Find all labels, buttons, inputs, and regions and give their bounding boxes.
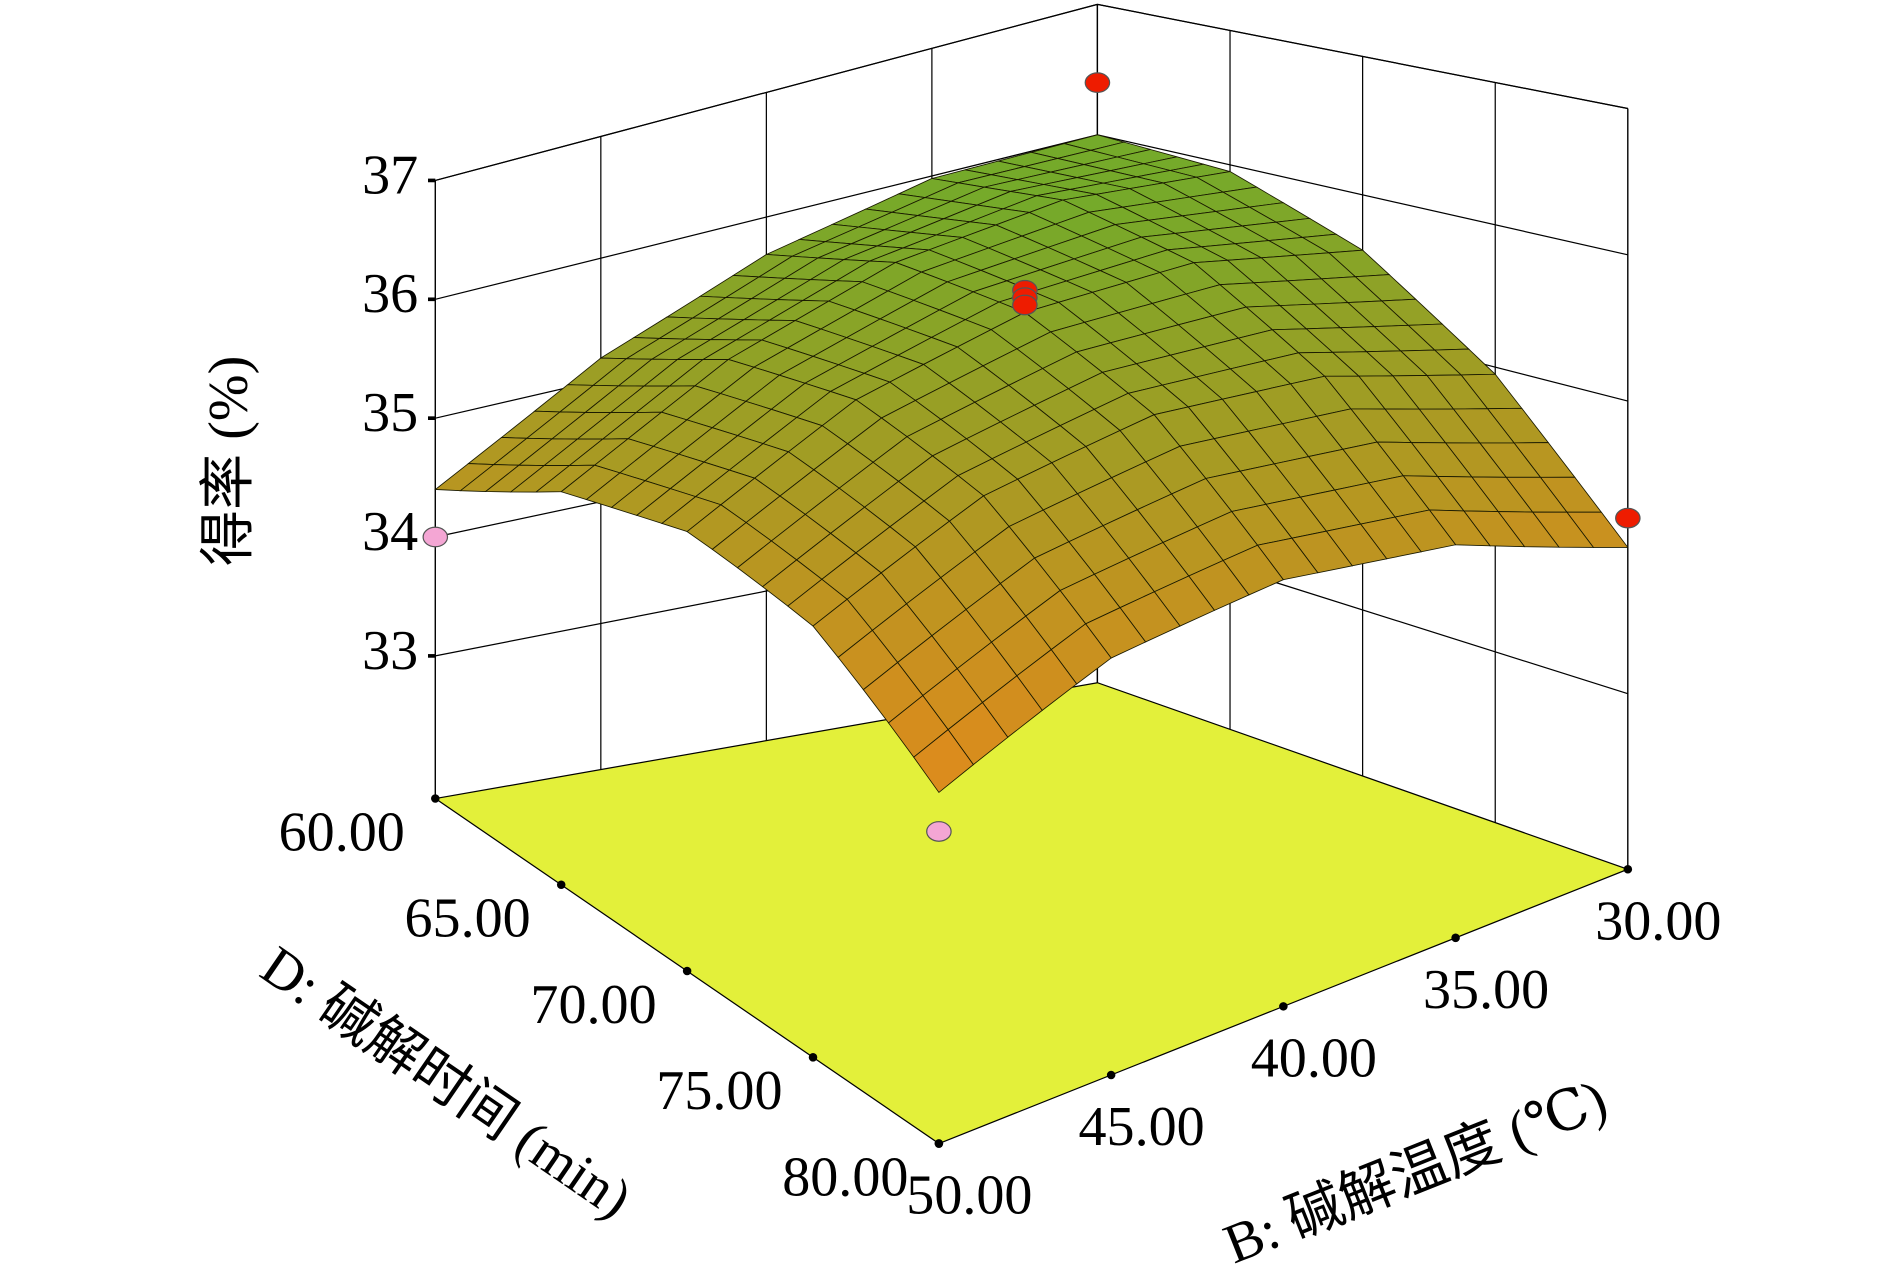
y-tick-label: 50.00 (906, 1165, 1032, 1227)
z-tick-label: 36 (362, 263, 418, 325)
design-point (1084, 72, 1111, 94)
z-tick-label: 34 (362, 501, 418, 563)
x-tick-label: 75.00 (656, 1060, 782, 1122)
y-tick (1451, 933, 1460, 943)
z-axis-title: 得率 (%) (198, 356, 260, 566)
y-axis-title: B: 碱解温度 (℃) (1216, 1069, 1616, 1274)
x-tick-label: 70.00 (530, 974, 656, 1036)
x-tick (556, 880, 566, 890)
z-tick-label: 33 (362, 620, 418, 682)
design-point (1012, 294, 1038, 316)
floor (433, 682, 1630, 1145)
surface-layer (434, 134, 1629, 794)
x-tick-label: 60.00 (279, 801, 405, 863)
x-tick-label: 65.00 (405, 888, 531, 950)
points-layer (422, 72, 1641, 842)
y-tick-label: 45.00 (1079, 1096, 1205, 1158)
z-tick-label: 35 (362, 382, 418, 444)
design-point (1615, 507, 1641, 529)
y-tick (1623, 864, 1633, 874)
x-tick (808, 1053, 818, 1062)
y-tick-label: 35.00 (1423, 959, 1549, 1021)
x-tick (934, 1139, 944, 1148)
x-tick-label: 80.00 (782, 1146, 908, 1208)
x-tick (682, 966, 692, 976)
x-tick (431, 794, 440, 803)
design-point (926, 821, 952, 842)
floor-layer (433, 682, 1630, 1145)
z-tick-label: 37 (362, 144, 418, 206)
y-tick-label: 40.00 (1251, 1028, 1377, 1090)
y-tick (1106, 1070, 1116, 1080)
y-tick-label: 30.00 (1595, 890, 1721, 952)
design-point (422, 526, 449, 548)
surface-patch (913, 728, 974, 794)
y-tick (1279, 1002, 1288, 1011)
